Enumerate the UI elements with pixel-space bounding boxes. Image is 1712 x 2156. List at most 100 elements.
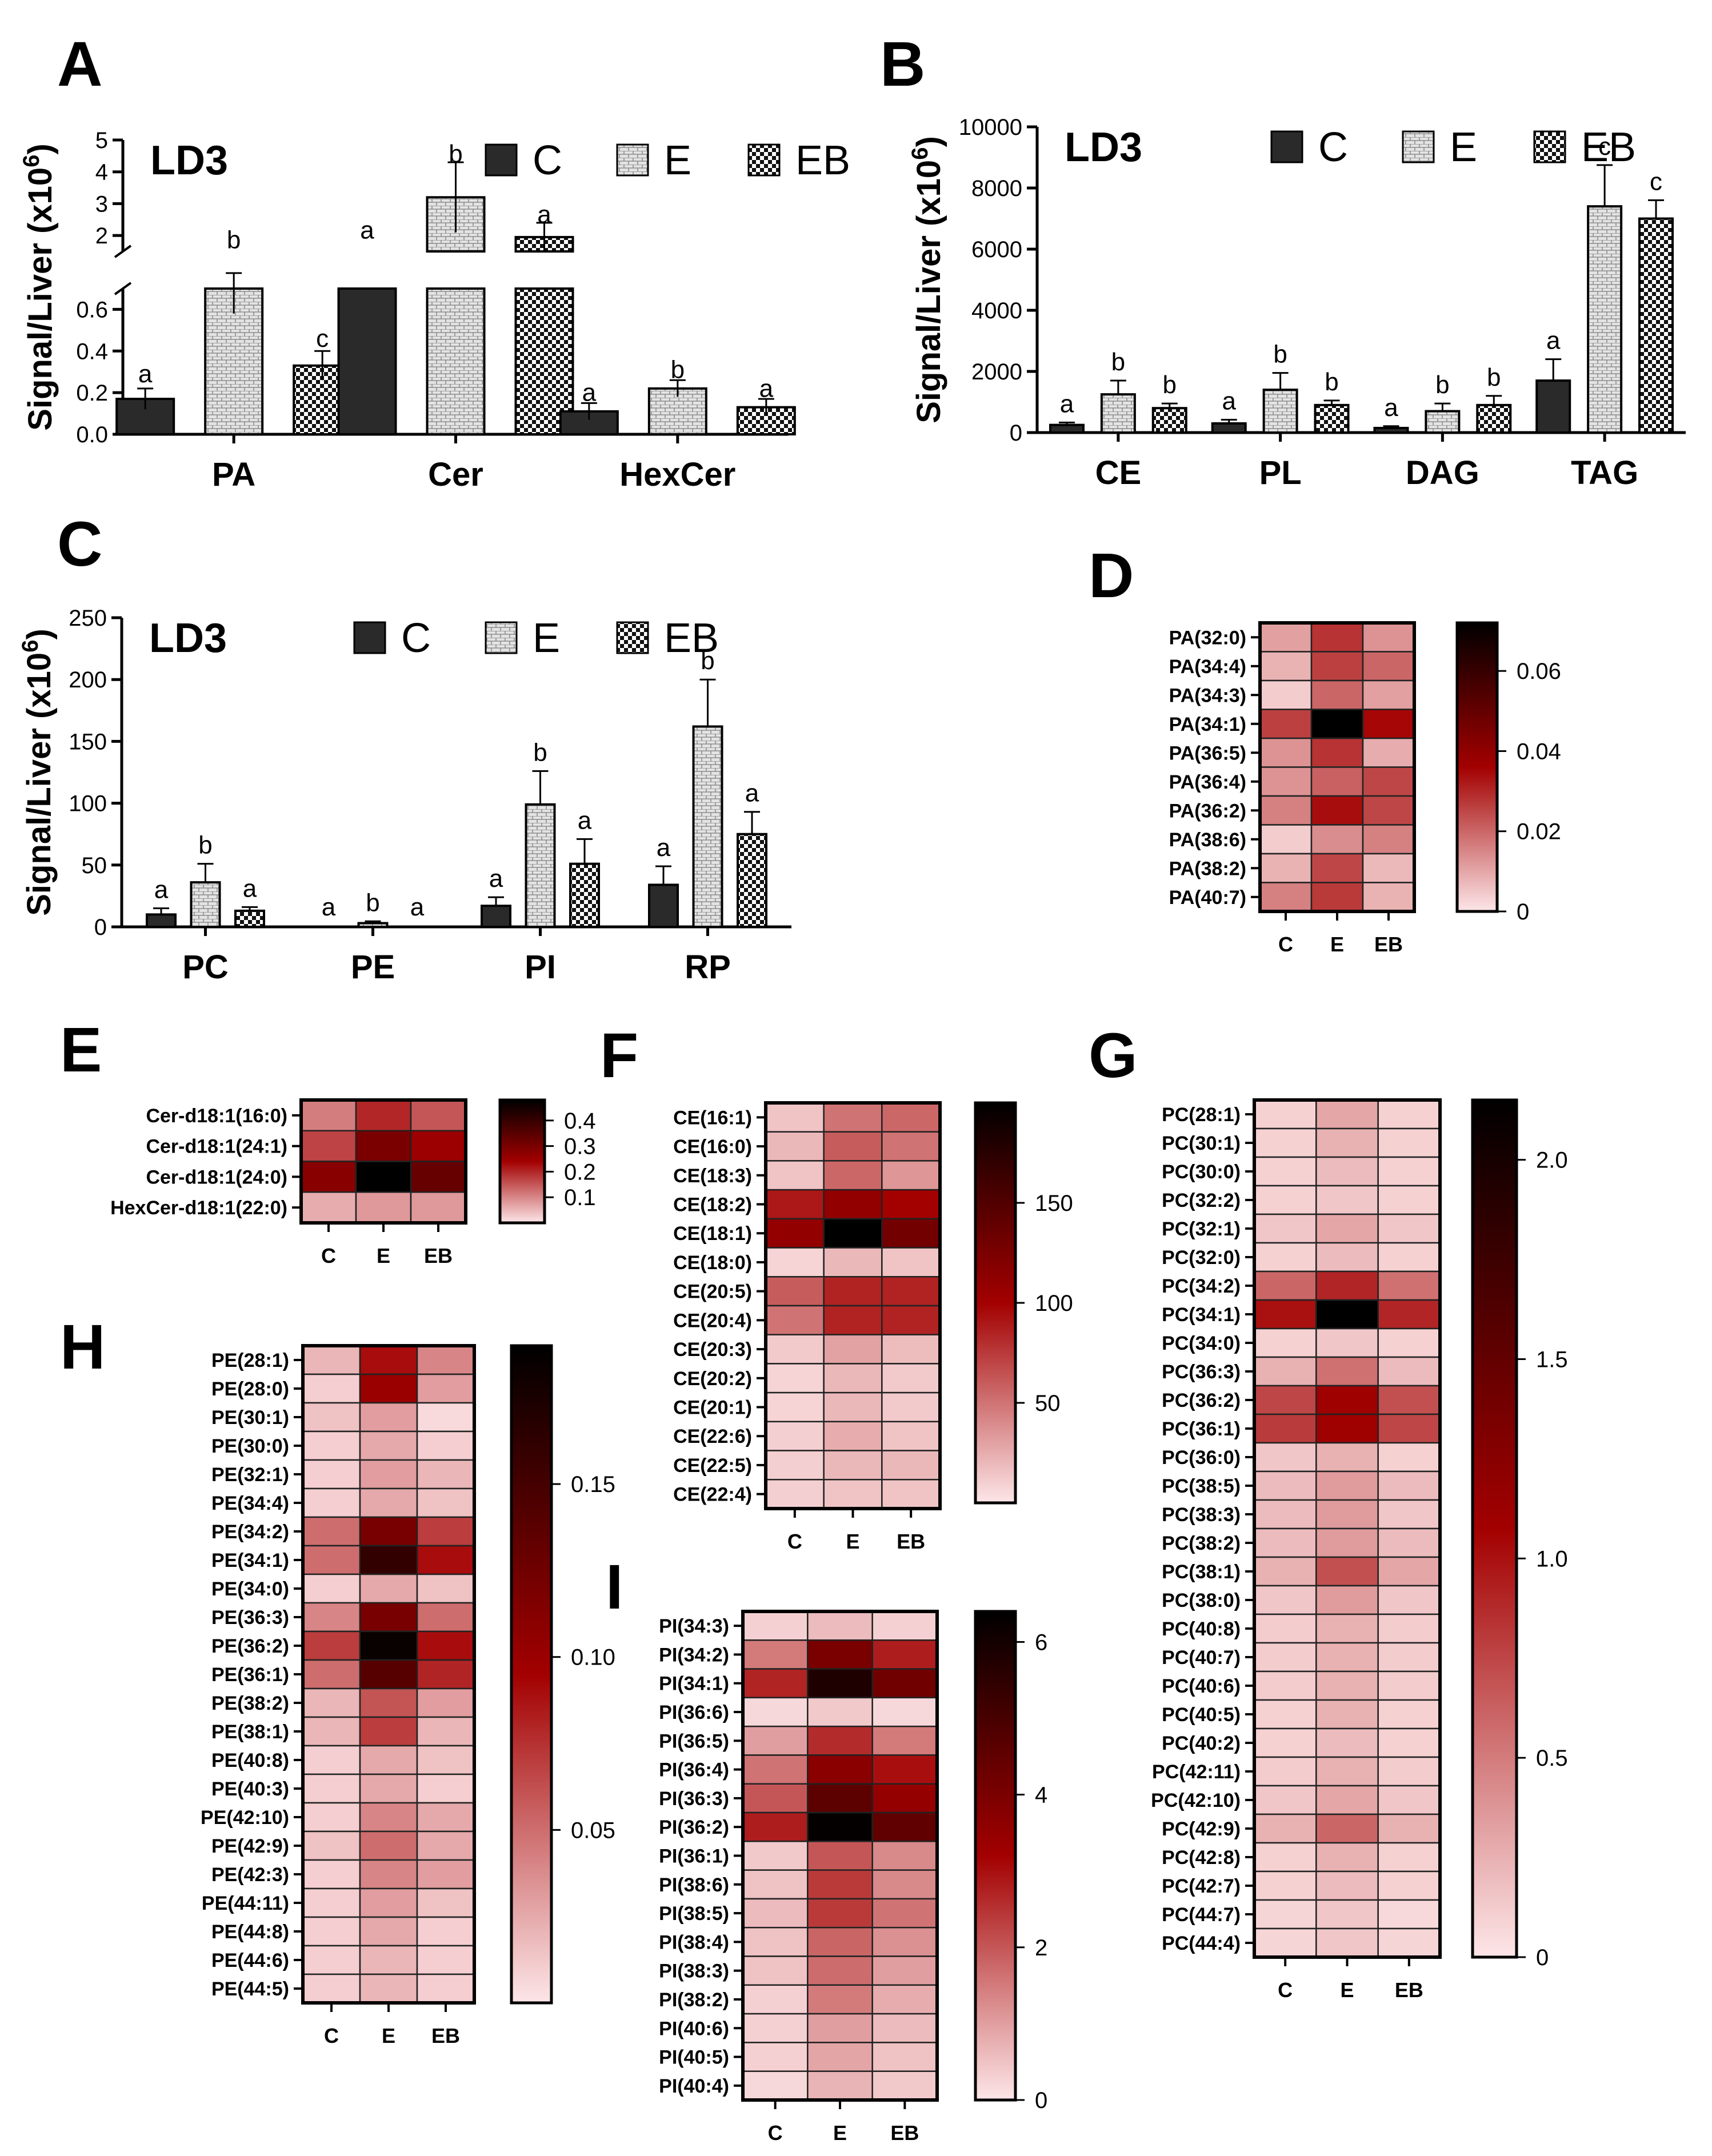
heat-cell <box>1377 1242 1441 1273</box>
heat-cell <box>1253 1499 1317 1530</box>
row-label: PE(44:5) <box>211 1978 289 2000</box>
heat-cell <box>1315 1299 1379 1330</box>
heat-cell <box>1377 1613 1441 1644</box>
heat-cell <box>416 1802 475 1833</box>
heat-cell <box>807 1955 873 1986</box>
heat-cell <box>871 2013 938 2043</box>
bar-EB-pc <box>234 909 265 929</box>
heat-cell <box>1315 1727 1379 1758</box>
significance-letter: a <box>322 893 336 921</box>
y-axis-label-close: ) <box>910 136 947 147</box>
row-label: PI(36:2) <box>659 1817 729 1838</box>
heat-cell <box>765 1334 825 1365</box>
heat-cell <box>1253 1699 1317 1730</box>
panel-letter-B: B <box>880 29 925 99</box>
row-label: PE(38:2) <box>211 1693 289 1714</box>
y-tick-label: 10000 <box>959 115 1022 140</box>
heat-cell <box>302 1802 361 1833</box>
row-label: PE(34:0) <box>211 1578 289 1600</box>
row-label: PC(36:2) <box>1162 1390 1241 1411</box>
significance-letter: b <box>227 226 241 254</box>
row-label: Cer-d18:1(24:0) <box>146 1166 287 1188</box>
heat-cell <box>416 1716 475 1747</box>
heat-cell <box>1259 737 1313 768</box>
y-axis-label-superscript: 6 <box>907 147 933 160</box>
heat-cell <box>1315 1185 1379 1215</box>
color-scale-bar <box>498 1098 546 1225</box>
heat-cell <box>1377 1270 1441 1301</box>
heat-cell <box>1259 824 1313 855</box>
heat-cell <box>1253 1299 1317 1330</box>
heat-cell <box>1377 1927 1441 1958</box>
heat-cell <box>1377 1556 1441 1587</box>
bar-chart-B: 0 2000 4000 6000 8000 10000 Signal/Liver (x106… <box>907 115 1686 491</box>
row-label: PE(36:1) <box>211 1664 289 1686</box>
heat-cell <box>1253 1185 1317 1215</box>
row-label: PC(38:2) <box>1162 1533 1241 1554</box>
y-tick-label: 2000 <box>971 359 1022 385</box>
heat-cell <box>742 1841 809 1871</box>
significance-letter: a <box>578 806 592 834</box>
color-scale-bar <box>974 1101 1017 1505</box>
scale-tick-label: 2 <box>1035 1935 1047 1961</box>
heat-cell <box>742 1725 809 1756</box>
heat-cell <box>416 1630 475 1661</box>
heat-cell <box>300 1161 357 1193</box>
heat-cell <box>302 1945 361 1975</box>
heat-cell <box>871 1898 938 1929</box>
axis-break-mark <box>114 245 132 258</box>
heat-cell <box>1253 1099 1317 1130</box>
heat-cell <box>1315 1927 1379 1958</box>
heat-cell <box>742 1639 809 1670</box>
scale-tick-label: 0.2 <box>564 1159 596 1185</box>
heat-cell <box>359 1430 418 1461</box>
bar-EB-dag <box>1476 403 1512 434</box>
heat-cell <box>1259 766 1313 797</box>
heat-cell <box>1377 1385 1441 1415</box>
row-label: PE(32:1) <box>211 1464 289 1486</box>
heat-cell <box>359 1345 418 1375</box>
heat-cell <box>1315 1327 1379 1358</box>
heat-cell <box>1310 651 1364 682</box>
heat-cell <box>871 1811 938 1842</box>
bar-chart-C: 0 50 100 150 200 250 Signal/Liver (x106) LD3 C E E… <box>18 606 791 986</box>
legend-label-C: C <box>533 138 562 183</box>
heat-cell <box>823 1479 883 1510</box>
heat-cell <box>1253 1242 1317 1273</box>
heat-cell <box>765 1305 825 1335</box>
bar-C-pi <box>481 905 511 929</box>
row-label: PI(38:4) <box>659 1931 729 1953</box>
heat-cell <box>416 1545 475 1575</box>
scale-tick-label: 0.04 <box>1517 739 1561 764</box>
row-label: PE(34:2) <box>211 1521 289 1543</box>
heat-cell <box>1253 1327 1317 1358</box>
heat-cell <box>300 1191 357 1224</box>
heat-cell <box>807 2013 873 2043</box>
row-label: PI(38:5) <box>659 1903 729 1925</box>
y-axis-label: Signal/Liver (x106) <box>907 136 947 423</box>
heat-cell <box>1315 1699 1379 1730</box>
significance-letter: b <box>671 356 685 384</box>
heat-cell <box>1253 1756 1317 1787</box>
heat-cell <box>1315 1813 1379 1844</box>
heat-cell <box>1259 651 1313 682</box>
heat-cell <box>881 1363 941 1394</box>
heat-cell <box>1315 1499 1379 1530</box>
row-label: PA(38:6) <box>1169 829 1246 851</box>
row-label: PE(40:3) <box>211 1778 289 1800</box>
heat-cell <box>1362 795 1415 826</box>
bar-EB-pi <box>569 862 600 928</box>
heat-cell <box>742 2013 809 2043</box>
scale-tick-label: 50 <box>1035 1391 1061 1416</box>
heat-cell <box>359 1887 418 1918</box>
heat-cell <box>410 1161 467 1193</box>
row-label: PE(38:1) <box>211 1721 289 1743</box>
significance-letter: b <box>1163 371 1177 399</box>
significance-letter: a <box>410 893 425 921</box>
y-tick-label: 150 <box>69 729 107 754</box>
heat-cell <box>359 1602 418 1633</box>
heat-cell <box>355 1099 412 1131</box>
panel-letter-I: I <box>606 1552 623 1622</box>
heat-cell <box>1315 1842 1379 1873</box>
heatmap-E: Cer-d18:1(16:0) Cer-d18:1(24:1) Cer-d18:1(… <box>110 1098 596 1267</box>
